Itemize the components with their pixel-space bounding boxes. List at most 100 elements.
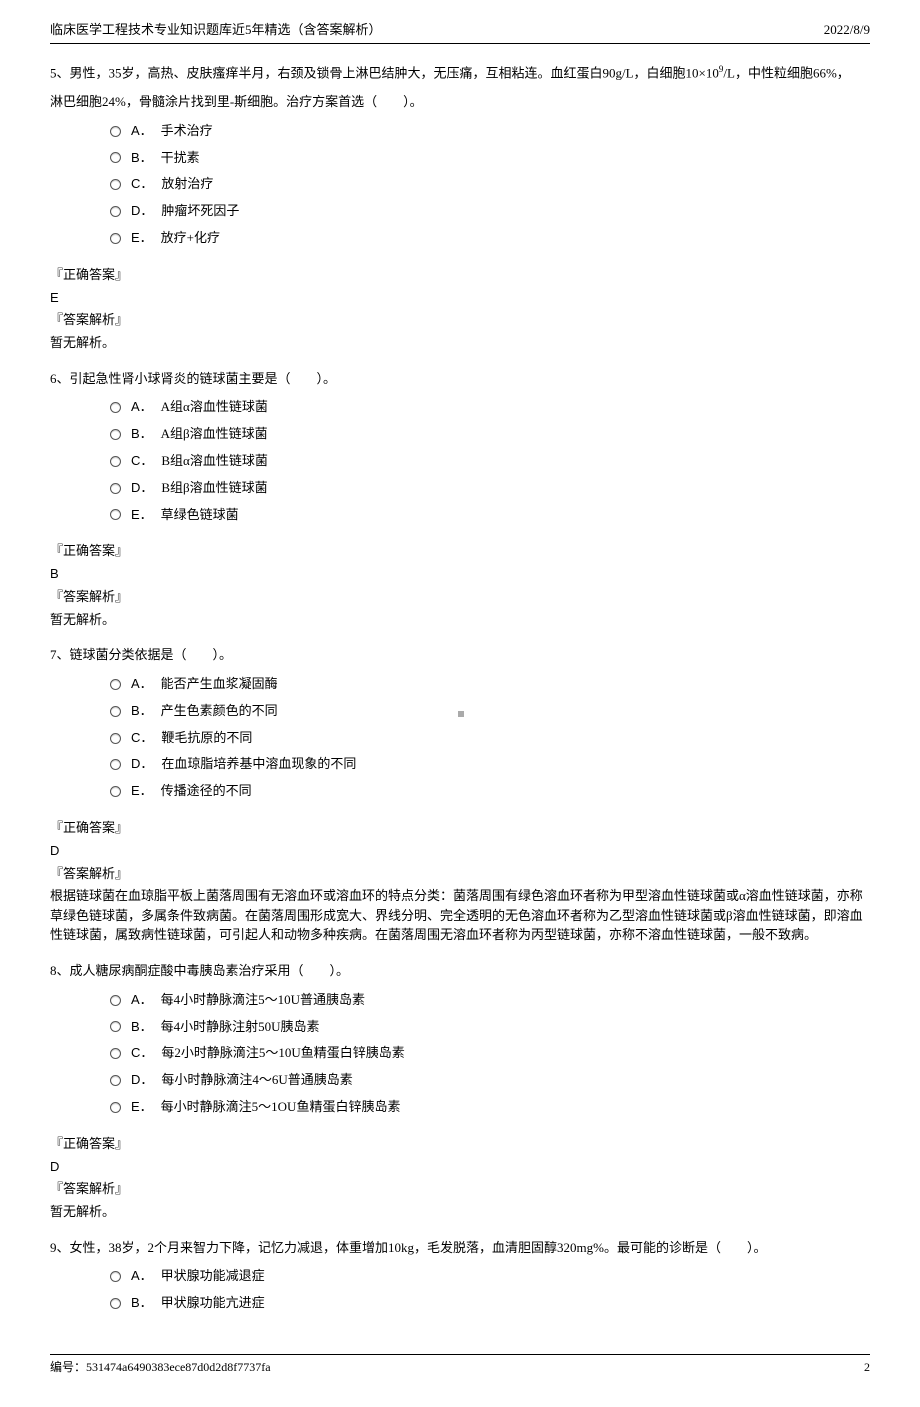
option-text: 每4小时静脉注射50U胰岛素 [161,1017,320,1038]
question-text: 8、成人糖尿病酮症酸中毒胰岛素治疗采用（ ）。 [50,961,870,982]
option-row[interactable]: B．产生色素颜色的不同 [110,701,870,722]
header-title: 临床医学工程技术专业知识题库近5年精选（含答案解析） [50,20,382,41]
radio-icon[interactable] [110,679,121,690]
option-row[interactable]: D．在血琼脂培养基中溶血现象的不同 [110,754,870,775]
radio-icon[interactable] [110,1102,121,1113]
option-text: 每4小时静脉滴注5～10U普通胰岛素 [161,990,365,1011]
answer-value: E [50,288,870,309]
radio-icon[interactable] [110,1298,121,1309]
radio-icon[interactable] [110,483,121,494]
option-text: 每2小时静脉滴注5～10U鱼精蛋白锌胰岛素 [161,1043,404,1064]
option-text: 肿瘤坏死因子 [161,201,239,222]
option-row[interactable]: E．放疗+化疗 [110,228,870,249]
option-row[interactable]: D．每小时静脉滴注4～6U普通胰岛素 [110,1070,870,1091]
option-text: A组β溶血性链球菌 [161,424,268,445]
option-letter: D． [131,201,153,222]
answer-section: 『正确答案』D『答案解析』暂无解析。 [50,1134,870,1222]
option-text: 放射治疗 [161,174,213,195]
option-row[interactable]: D．B组β溶血性链球菌 [110,478,870,499]
option-row[interactable]: B．每4小时静脉注射50U胰岛素 [110,1017,870,1038]
option-letter: C． [131,451,153,472]
radio-icon[interactable] [110,509,121,520]
option-letter: B． [131,148,153,169]
option-letter: B． [131,701,153,722]
option-row[interactable]: A．每4小时静脉滴注5～10U普通胰岛素 [110,990,870,1011]
option-row[interactable]: E．草绿色链球菌 [110,505,870,526]
option-row[interactable]: C．每2小时静脉滴注5～10U鱼精蛋白锌胰岛素 [110,1043,870,1064]
footer-code: 编号：531474a6490383ece87d0d2d8f7737fa [50,1358,271,1377]
option-row[interactable]: A． 能否产生血浆凝固酶 [110,674,870,695]
explain-text: 根据链球菌在血琼脂平板上菌落周围有无溶血环或溶血环的特点分类：菌落周围有绿色溶血… [50,886,870,945]
artifact-square [458,711,464,717]
option-letter: A． [131,674,153,695]
option-row[interactable]: B．干扰素 [110,148,870,169]
option-letter: E． [131,1097,153,1118]
option-letter: A． [131,121,153,142]
option-text: B组α溶血性链球菌 [161,451,267,472]
option-text: 在血琼脂培养基中溶血现象的不同 [161,754,356,775]
option-row[interactable]: B．甲状腺功能亢进症 [110,1293,870,1314]
radio-icon[interactable] [110,995,121,1006]
option-row[interactable]: A． 手术治疗 [110,121,870,142]
radio-icon[interactable] [110,733,121,744]
answer-value: D [50,1157,870,1178]
options-list: A． 手术治疗 B．干扰素 C．放射治疗 D． 肿瘤坏死因子 E．放疗+化疗 [50,121,870,249]
radio-icon[interactable] [110,759,121,770]
radio-icon[interactable] [110,1075,121,1086]
option-row[interactable]: E． 传播途径的不同 [110,781,870,802]
option-letter: B． [131,1293,153,1314]
question-text: 5、男性，35岁，高热、皮肤瘙痒半月，右颈及锁骨上淋巴结肿大，无压痛，互相粘连。… [50,62,870,84]
question-block: 8、成人糖尿病酮症酸中毒胰岛素治疗采用（ ）。 A．每4小时静脉滴注5～10U普通… [50,961,870,1222]
explain-text: 暂无解析。 [50,333,870,353]
question-block: 9、女性，38岁，2个月来智力下降，记忆力减退，体重增加10kg，毛发脱落，血清… [50,1238,870,1314]
radio-icon[interactable] [110,1271,121,1282]
explain-label: 『答案解析』 [50,310,870,331]
page-footer: 编号：531474a6490383ece87d0d2d8f7737fa 2 [50,1354,870,1377]
answer-section: 『正确答案』E『答案解析』暂无解析。 [50,265,870,353]
option-row[interactable]: C．放射治疗 [110,174,870,195]
answer-section: 『正确答案』B『答案解析』暂无解析。 [50,541,870,629]
option-letter: E． [131,505,153,526]
answer-section: 『正确答案』D『答案解析』根据链球菌在血琼脂平板上菌落周围有无溶血环或溶血环的特… [50,818,870,945]
question-block: 6、引起急性肾小球肾炎的链球菌主要是（ ）。A．A组α溶血性链球菌B．A组β溶血… [50,369,870,630]
answer-value: B [50,564,870,585]
options-list: A． 能否产生血浆凝固酶 B．产生色素颜色的不同 C．鞭毛抗原的不同 D．在血琼脂培养基… [50,674,870,802]
radio-icon[interactable] [110,429,121,440]
option-text: 能否产生血浆凝固酶 [161,674,278,695]
radio-icon[interactable] [110,126,121,137]
page-header: 临床医学工程技术专业知识题库近5年精选（含答案解析） 2022/8/9 [50,20,870,44]
radio-icon[interactable] [110,456,121,467]
answer-label: 『正确答案』 [50,265,870,286]
radio-icon[interactable] [110,402,121,413]
option-letter: E． [131,781,153,802]
radio-icon[interactable] [110,206,121,217]
option-text: 传播途径的不同 [161,781,252,802]
question-text-line2: 淋巴细胞24%，骨髓涂片找到里-斯细胞。治疗方案首选（ ）。 [50,92,870,113]
option-row[interactable]: C． B组α溶血性链球菌 [110,451,870,472]
explain-label: 『答案解析』 [50,1179,870,1200]
option-text: 甲状腺功能减退症 [161,1266,265,1287]
option-row[interactable]: A．A组α溶血性链球菌 [110,397,870,418]
option-row[interactable]: D． 肿瘤坏死因子 [110,201,870,222]
option-row[interactable]: B．A组β溶血性链球菌 [110,424,870,445]
radio-icon[interactable] [110,233,121,244]
explain-label: 『答案解析』 [50,587,870,608]
option-letter: C． [131,728,153,749]
option-text: 手术治疗 [161,121,213,142]
radio-icon[interactable] [110,1021,121,1032]
options-list: A．每4小时静脉滴注5～10U普通胰岛素 B．每4小时静脉注射50U胰岛素 C．每2… [50,990,870,1118]
radio-icon[interactable] [110,152,121,163]
explain-text: 暂无解析。 [50,1202,870,1222]
radio-icon[interactable] [110,179,121,190]
option-row[interactable]: E．每小时静脉滴注5～1OU鱼精蛋白锌胰岛素 [110,1097,870,1118]
radio-icon[interactable] [110,706,121,717]
option-row[interactable]: A．甲状腺功能减退症 [110,1266,870,1287]
explain-label: 『答案解析』 [50,864,870,885]
radio-icon[interactable] [110,786,121,797]
radio-icon[interactable] [110,1048,121,1059]
answer-label: 『正确答案』 [50,818,870,839]
options-list: A．甲状腺功能减退症 B．甲状腺功能亢进症 [50,1266,870,1314]
option-text: B组β溶血性链球菌 [161,478,267,499]
option-letter: D． [131,1070,153,1091]
option-row[interactable]: C．鞭毛抗原的不同 [110,728,870,749]
